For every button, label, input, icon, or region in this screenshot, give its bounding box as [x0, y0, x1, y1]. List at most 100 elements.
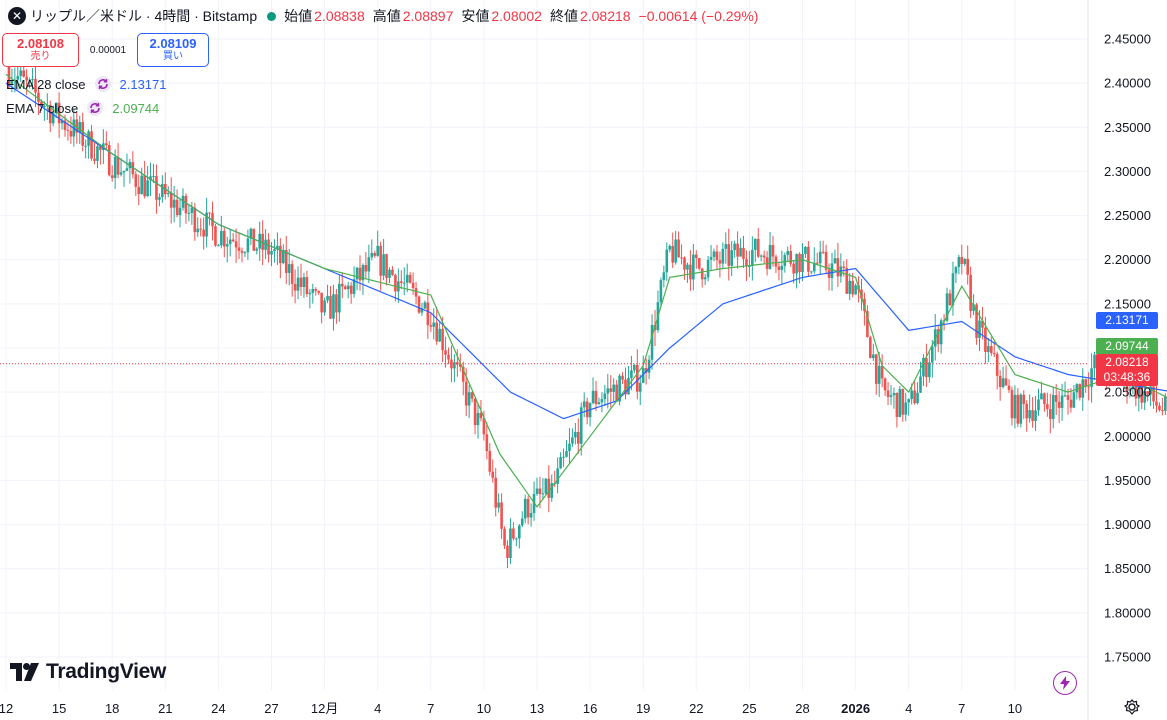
x-tick-label: 28 [795, 701, 809, 716]
sell-button[interactable]: 2.08108 売り [2, 33, 79, 67]
candle-body [509, 528, 512, 558]
candle-body [69, 130, 73, 137]
candle-body [730, 250, 733, 266]
candle-body [786, 251, 790, 255]
candle-body [358, 267, 362, 281]
candle-body [296, 277, 300, 291]
candle-body [538, 488, 542, 495]
candle-body [376, 245, 379, 256]
candle-body [184, 195, 188, 214]
candle-body [695, 254, 698, 259]
candle-body [585, 401, 589, 418]
candle-body [916, 392, 919, 404]
candle-body [1155, 401, 1158, 406]
bar-countdown: 03:48:36 [1103, 370, 1151, 384]
candle-body [668, 245, 672, 250]
candle-body [736, 243, 739, 257]
candle-body [703, 277, 707, 280]
candle-body [556, 468, 559, 484]
ema28-price-tag: 2.13171 [1096, 312, 1158, 329]
gear-icon[interactable] [1124, 699, 1140, 715]
indicator-ema28[interactable]: EMA 28 close 2.13171 [6, 75, 167, 93]
candle-body [394, 275, 397, 292]
candle-body [562, 456, 565, 458]
buy-button[interactable]: 2.08109 買い [137, 33, 209, 67]
candle-body [818, 251, 822, 264]
low-value: 2.08002 [491, 8, 542, 24]
candle-body [329, 295, 332, 319]
symbol-title[interactable]: リップル／米ドル · 4時間 · Bitstamp [30, 8, 258, 24]
candle-body [43, 105, 46, 107]
candle-body [267, 239, 270, 255]
candle-body [1134, 378, 1138, 399]
candle-body [187, 212, 191, 214]
candle-body [984, 327, 987, 352]
candle-body [479, 412, 483, 419]
candle-body [208, 212, 211, 214]
indicator-value: 2.09744 [112, 100, 160, 116]
y-tick-label: 2.20000 [1104, 252, 1151, 267]
indicator-name: EMA 28 close [6, 76, 86, 92]
candle-body [373, 252, 377, 256]
candlesticks [7, 50, 1167, 569]
candle-body [411, 282, 415, 289]
candle-body [550, 483, 554, 498]
candle-body [276, 245, 279, 250]
refresh-icon[interactable] [94, 75, 112, 93]
candle-body [16, 75, 20, 80]
candle-body [453, 362, 456, 369]
candle-body [966, 258, 969, 275]
candle-body [1016, 394, 1020, 424]
candle-body [237, 247, 241, 251]
lightning-icon[interactable] [1053, 671, 1077, 695]
candle-body [63, 120, 67, 131]
candle-body [1146, 391, 1149, 395]
x-logo-icon[interactable]: ✕ [8, 7, 26, 25]
candle-body [641, 368, 645, 383]
candle-body [998, 375, 1002, 388]
candle-body [1164, 396, 1167, 411]
x-tick-label: 18 [105, 701, 119, 716]
candle-body [13, 79, 17, 81]
candle-body [636, 364, 639, 392]
candle-body [860, 289, 863, 299]
candle-body [1051, 395, 1055, 419]
candle-body [925, 357, 928, 378]
candle-body [40, 101, 43, 106]
candle-body [338, 283, 341, 313]
candle-body [25, 76, 28, 81]
candle-body [447, 354, 450, 360]
candle-body [217, 245, 220, 247]
indicator-ema7[interactable]: EMA 7 close 2.09744 [6, 99, 159, 117]
candle-body [624, 379, 627, 395]
candle-body [323, 300, 326, 313]
candle-body [31, 78, 34, 80]
candle-body [1054, 395, 1058, 402]
candle-body [113, 157, 117, 179]
close-label: 終値 [549, 8, 578, 24]
candle-body [459, 364, 462, 367]
candle-body [314, 289, 318, 291]
candle-body [594, 390, 598, 405]
candle-body [402, 282, 406, 284]
candle-body [928, 362, 931, 378]
candle-body [574, 431, 577, 438]
candle-body [848, 280, 851, 294]
candle-body [833, 258, 837, 264]
candle-body [346, 285, 350, 290]
open-value: 2.08838 [314, 8, 365, 24]
tradingview-logo[interactable]: TradingView [10, 660, 166, 684]
ema7-line [5, 73, 1167, 508]
candle-body [854, 285, 857, 295]
x-tick-label: 16 [583, 701, 597, 716]
y-tick-label: 2.35000 [1104, 120, 1151, 135]
candle-body [152, 176, 155, 178]
candle-body [1040, 393, 1043, 400]
candle-body [290, 264, 294, 284]
candle-body [317, 290, 320, 293]
y-tick-label: 1.95000 [1104, 473, 1151, 488]
refresh-icon[interactable] [86, 99, 104, 117]
candle-body [1022, 394, 1026, 404]
y-tick-label: 1.90000 [1104, 517, 1151, 532]
